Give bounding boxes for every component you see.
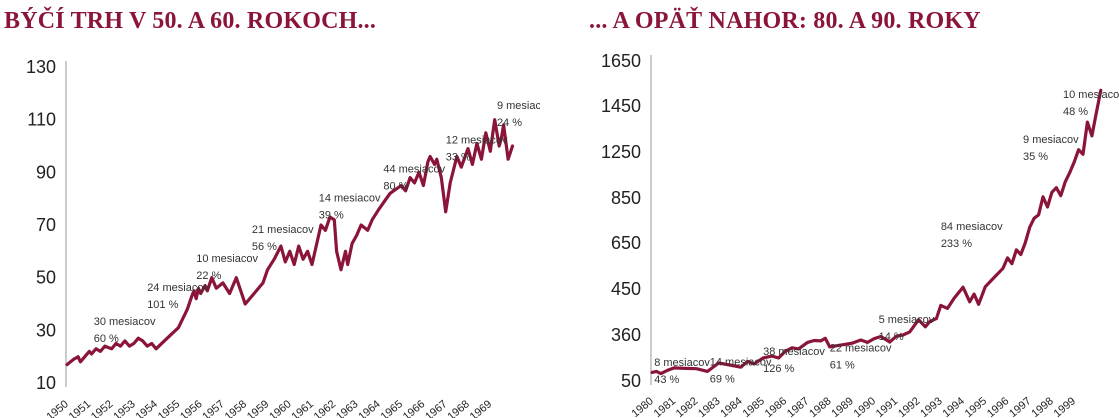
x-tick-label: 1983 xyxy=(696,395,722,418)
series-line xyxy=(65,118,515,367)
y-tick-label: 1450 xyxy=(601,96,641,116)
x-tick-label: 1993 xyxy=(918,395,944,418)
annotation-label: 35 % xyxy=(1023,151,1048,163)
annotation-label: 14 % xyxy=(879,331,904,343)
annotation-label: 84 mesiacov xyxy=(941,221,1003,233)
annotation-label: 21 mesiacov xyxy=(252,224,314,236)
x-tick-label: 1996 xyxy=(985,395,1011,418)
annotation-label: 43 % xyxy=(654,374,679,386)
x-tick-label: 1980 xyxy=(629,395,655,418)
x-tick-label: 1981 xyxy=(652,395,678,418)
annotation-label: 22 % xyxy=(196,270,221,282)
y-tick-label: 1650 xyxy=(601,51,641,71)
annotation-label: 48 % xyxy=(1063,106,1088,118)
annotation-label: 39 % xyxy=(319,209,344,221)
x-tick-label: 1985 xyxy=(741,395,767,418)
x-tick-label: 1989 xyxy=(829,395,855,418)
chart-title-1950s-60s: BÝČÍ TRH V 50. A 60. ROKOCH... xyxy=(4,8,377,34)
y-tick-label: 50 xyxy=(621,371,641,391)
x-tick-label: 1994 xyxy=(940,395,966,418)
y-tick-label: 130 xyxy=(26,57,56,77)
y-tick-label: 30 xyxy=(36,320,56,340)
annotation-label: 61 % xyxy=(830,359,855,371)
line-chart-1980-2000: 5036045065085012501450165019801981198219… xyxy=(601,51,1119,418)
annotation-label: 5 mesiacov xyxy=(879,314,935,326)
x-tick-label: 1988 xyxy=(807,395,833,418)
x-tick-label: 1997 xyxy=(1007,395,1033,418)
y-tick-label: 650 xyxy=(611,233,641,253)
x-tick-label: 1992 xyxy=(896,395,922,418)
x-tick-label: 1991 xyxy=(874,395,900,418)
annotation-label: 38 mesiacov xyxy=(763,346,825,358)
y-tick-label: 1250 xyxy=(601,142,641,162)
x-tick-label: 1986 xyxy=(763,395,789,418)
annotation-label: 9 mesiacov xyxy=(497,100,540,112)
annotation-label: 14 mesiacov xyxy=(319,192,381,204)
x-tick-label: 1969 xyxy=(468,398,494,418)
annotation-label: 233 % xyxy=(941,238,972,250)
annotation-label: 24 mesiacov xyxy=(147,282,209,294)
x-tick-label: 1982 xyxy=(674,395,700,418)
x-tick-label: 1999 xyxy=(1052,395,1078,418)
annotation-label: 10 mesiacov xyxy=(1063,89,1119,101)
y-tick-label: 50 xyxy=(36,268,56,288)
y-tick-label: 850 xyxy=(611,188,641,208)
annotation-label: 12 mesiacov xyxy=(446,134,508,146)
annotation-label: 9 mesiacov xyxy=(1023,134,1079,146)
annotation-label: 14 mesiacov xyxy=(710,356,772,368)
series-line xyxy=(650,88,1103,376)
annotation-label: 22 mesiacov xyxy=(830,342,892,354)
y-tick-label: 10 xyxy=(36,373,56,393)
annotation-label: 10 mesiacov xyxy=(196,253,258,265)
line-chart-1950-1970: 1030507090110130195019511952195319541955… xyxy=(26,57,540,418)
x-tick-label: 1987 xyxy=(785,395,811,418)
annotation-label: 126 % xyxy=(763,363,794,375)
x-tick-label: 1998 xyxy=(1029,395,1055,418)
annotation-label: 60 % xyxy=(94,333,119,345)
chart-title-1980s-90s: ... A OPÄŤ NAHOR: 80. A 90. ROKY xyxy=(589,8,981,34)
annotation-label: 44 mesiacov xyxy=(383,163,445,175)
annotation-label: 8 mesiacov xyxy=(654,357,710,369)
y-tick-label: 450 xyxy=(611,279,641,299)
annotation-label: 24 % xyxy=(497,117,522,129)
annotation-label: 69 % xyxy=(710,373,735,385)
x-tick-label: 1990 xyxy=(852,395,878,418)
y-tick-label: 70 xyxy=(36,215,56,235)
annotation-label: 56 % xyxy=(252,241,277,253)
y-tick-label: 110 xyxy=(27,110,56,130)
annotation-label: 101 % xyxy=(147,299,178,311)
x-tick-label: 1995 xyxy=(963,395,989,418)
annotation-label: 30 mesiacov xyxy=(94,316,156,328)
y-tick-label: 360 xyxy=(611,325,641,345)
annotation-label: 33 % xyxy=(446,151,471,163)
y-tick-label: 90 xyxy=(36,162,56,182)
annotation-label: 80 % xyxy=(383,180,408,192)
x-tick-label: 1984 xyxy=(718,395,744,418)
